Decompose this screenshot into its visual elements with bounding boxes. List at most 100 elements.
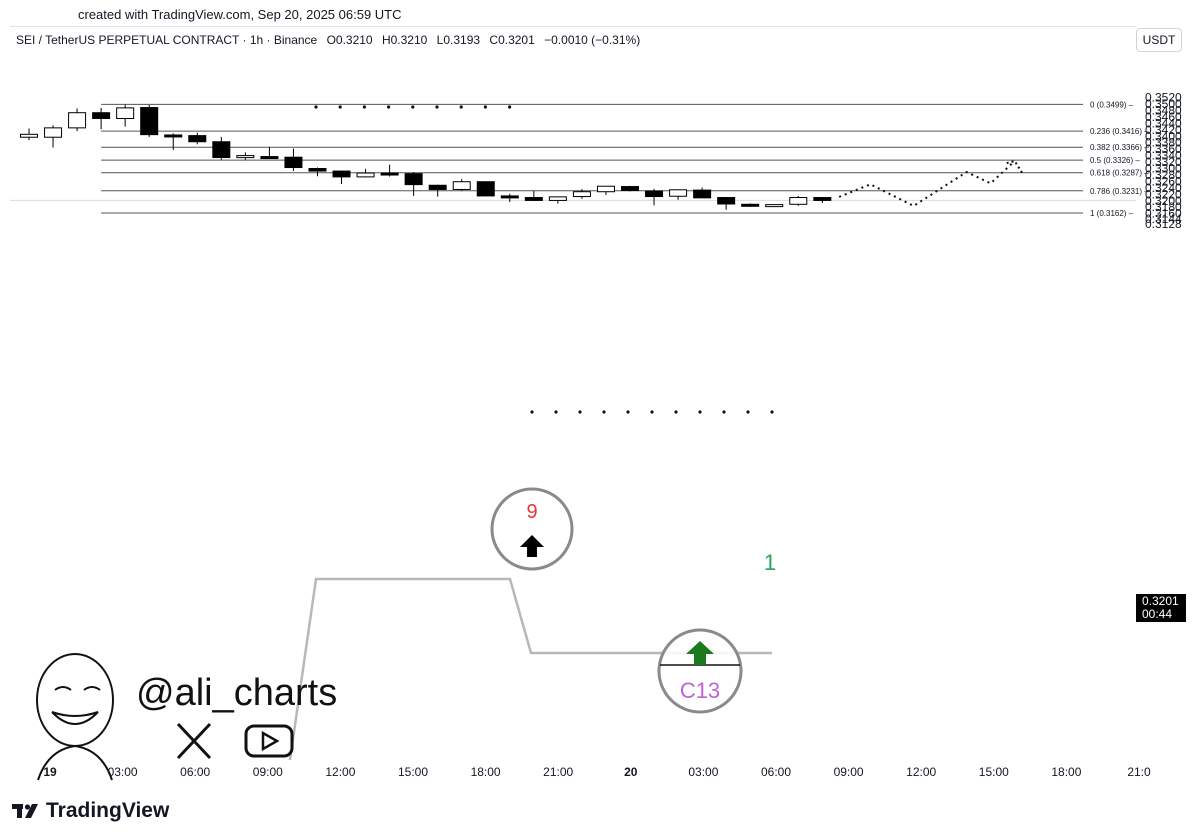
y-axis-tick-label: 0.3420 [1145,123,1182,137]
youtube-icon-play [261,730,280,752]
y-axis-tick-label: 0.3480 [1145,103,1182,117]
candle-body[interactable] [572,191,591,198]
ohlc-open: O0.3210 [326,33,373,47]
y-axis-tick-label: 0.3500 [1145,97,1182,111]
ohlc-close: C0.3201 [489,33,535,47]
td-resistance-dot [362,105,366,109]
fib-level-label: 0.786 (0.3231) – [1090,187,1149,196]
y-axis-tick-label: 0.3460 [1145,110,1182,124]
last-price-value: 0.3201 [1142,594,1179,608]
candle-body[interactable] [68,112,87,129]
x-axis-tick-label: 03:00 [108,765,138,779]
x-axis-tick-label: 06:00 [180,765,210,779]
candle-body[interactable] [356,172,375,178]
last-price-tag: 0.3201 00:44 [1136,594,1186,622]
candle-body[interactable] [236,155,255,159]
candle-body[interactable] [669,189,688,197]
candle-body[interactable] [621,186,639,191]
td-countdown-circle [657,628,743,714]
tradingview-brand[interactable]: TradingView [12,799,169,823]
watermark-handle: @ali_charts [136,672,338,714]
header-divider [10,26,1136,27]
y-axis-tick-label: 0.3300 [1145,162,1182,176]
x-social-icon-mark [176,722,212,760]
td-resistance-dot [314,105,318,109]
tradingview-logo-icon [12,804,38,818]
y-axis-tick-label: 0.3240 [1145,181,1182,195]
x-axis-tick-label: 21:00 [543,765,573,779]
candle-body[interactable] [741,203,760,207]
candle-body[interactable] [92,112,111,120]
fib-level-label: 0.5 (0.3326) – [1090,156,1140,165]
candle-body[interactable] [308,168,327,172]
candle-body[interactable] [717,197,736,205]
candle-body[interactable] [380,172,399,176]
candle-body[interactable] [20,133,38,138]
td-resistance-dot [411,105,415,109]
candle-body[interactable] [116,107,135,120]
created-with-label: created with TradingView.com, Sep 20, 20… [78,7,402,22]
y-axis-tick-label: 0.3280 [1145,168,1182,182]
x-axis-tick-label: 06:00 [761,765,791,779]
y-axis-tick-label: 0.3144 [1145,212,1182,226]
td-count-1-label: 1 [764,550,776,575]
td-resistance-dot [483,105,487,109]
candle-body[interactable] [500,195,519,199]
td-resistance-dot [554,410,558,414]
candle-body[interactable] [452,181,471,190]
candle-body[interactable] [428,184,447,190]
td-resistance-dot [508,105,512,109]
td-resistance-dot [530,410,534,414]
candle-body[interactable] [212,141,231,159]
y-axis-tick-label: 0.3180 [1145,200,1182,214]
candle-body[interactable] [140,107,159,136]
candle-body[interactable] [596,185,615,193]
x-axis-tick-label: 18:00 [471,765,501,779]
y-axis-tick-label: 0.3440 [1145,116,1182,130]
y-axis-tick-label: 0.3400 [1145,129,1182,143]
x-axis-tick-label: 03:00 [688,765,718,779]
ohlc-low: L0.3193 [436,33,481,47]
y-axis-tick-label: 0.3320 [1145,155,1182,169]
td-resistance-dot [770,410,774,414]
candle-body[interactable] [332,170,351,178]
td-resistance-dot [722,410,726,414]
arrow-up-icon [520,535,544,557]
youtube-icon[interactable] [244,724,294,758]
candle-body[interactable] [765,204,784,208]
symbol-title[interactable]: SEI / TetherUS PERPETUAL CONTRACT · 1h ·… [16,33,318,47]
candle-body[interactable] [645,190,664,198]
td-resistance-dot [650,410,654,414]
td-resistance-dot [459,105,463,109]
x-axis-tick-label: 21:0 [1127,765,1151,779]
fib-level-label: 0.618 (0.3287) – [1090,169,1149,178]
candle-body[interactable] [188,135,207,143]
td-setup-9-label: 9 [526,501,537,523]
ohlc-change: −0.0010 (−0.31%) [544,33,641,47]
candle-body[interactable] [404,173,423,186]
candle-body[interactable] [693,189,712,199]
td-resistance-dot [578,410,582,414]
tradingview-brand-name: TradingView [46,799,170,822]
candle-body[interactable] [260,156,279,160]
candle-body[interactable] [284,156,303,169]
td-resistance-dot [338,105,342,109]
candle-body[interactable] [476,181,495,197]
candle-body[interactable] [524,197,543,201]
x-social-icon[interactable] [176,722,212,760]
y-axis-tick-label: 0.3260 [1145,174,1182,188]
currency-button[interactable]: USDT [1136,28,1182,52]
y-axis-tick-label: 0.3220 [1145,187,1182,201]
candle-body[interactable] [44,127,63,138]
avatar-shoulders [37,744,113,781]
candle-body[interactable] [164,134,183,138]
y-axis-tick-label: 0.3160 [1145,207,1182,221]
td-resistance-dot [746,410,750,414]
candle-body[interactable] [789,197,808,205]
x-axis-tick-label: 09:00 [253,765,283,779]
avatar-eyes [54,686,101,691]
candle-body[interactable] [813,197,832,201]
x-axis-tick-label: 19 [43,765,57,779]
candle-body[interactable] [548,196,567,201]
